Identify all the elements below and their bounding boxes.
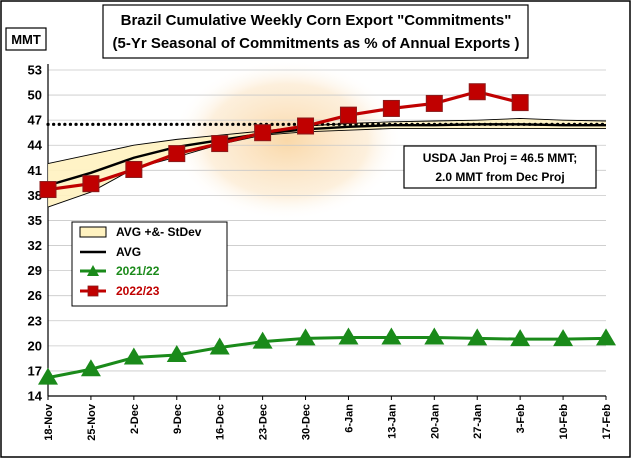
point-2223-8 bbox=[382, 99, 400, 117]
annotation-box bbox=[403, 145, 597, 189]
point-2122-12 bbox=[553, 329, 574, 347]
y-tick-label-3: 23 bbox=[28, 313, 42, 328]
chart-title: Brazil Cumulative Weekly Corn Export "Co… bbox=[121, 12, 512, 29]
chart-subtitle: (5-Yr Seasonal of Commitments as % of An… bbox=[112, 35, 519, 52]
y-tick-label-2: 20 bbox=[28, 338, 42, 353]
legend-label-avg: AVG bbox=[116, 245, 141, 259]
x-tick-label-10: 27-Jan bbox=[472, 404, 484, 439]
point-2223-6 bbox=[297, 117, 315, 135]
point-2122-6 bbox=[295, 328, 316, 346]
y-tick-label-10: 44 bbox=[28, 138, 43, 153]
ylabel-box bbox=[5, 27, 47, 51]
y-tick-label-5: 29 bbox=[28, 263, 42, 278]
point-2122-5 bbox=[252, 331, 273, 349]
x-tick-label-0: 18-Nov bbox=[43, 403, 55, 441]
point-2223-2 bbox=[125, 160, 143, 178]
point-2122-2 bbox=[123, 347, 144, 365]
legend-label-band: AVG +&- StDev bbox=[116, 225, 202, 239]
x-tick-label-7: 6-Jan bbox=[343, 404, 355, 433]
point-2122-9 bbox=[424, 327, 445, 345]
point-2122-0 bbox=[38, 367, 58, 385]
point-2122-11 bbox=[510, 329, 531, 347]
series-2122-line bbox=[47, 335, 607, 380]
y-tick-label-8: 38 bbox=[28, 188, 42, 203]
point-2122-8 bbox=[381, 327, 402, 345]
legend-label-2223: 2022/23 bbox=[116, 284, 160, 298]
band-area bbox=[48, 118, 606, 208]
x-tick-label-4: 16-Dec bbox=[215, 404, 227, 440]
legend-swatch-2223-marker bbox=[87, 285, 99, 297]
legend-swatch-band bbox=[79, 226, 107, 238]
point-2122-3 bbox=[166, 345, 187, 363]
x-tick-label-8: 13-Jan bbox=[386, 404, 398, 439]
x-tick-label-5: 23-Dec bbox=[258, 404, 270, 440]
point-2223-4 bbox=[211, 135, 229, 153]
legend-swatch-2122-marker bbox=[87, 265, 99, 276]
point-2122-4 bbox=[209, 337, 230, 355]
point-2223-5 bbox=[254, 124, 272, 142]
y-tick-label-13: 53 bbox=[28, 63, 42, 78]
y-tick-label-11: 47 bbox=[28, 113, 42, 128]
series-avg-line bbox=[47, 123, 606, 187]
y-tick-label-0: 14 bbox=[28, 389, 43, 404]
y-tick-label-6: 32 bbox=[28, 238, 42, 253]
x-tick-label-1: 25-Nov bbox=[86, 403, 98, 441]
y-axis-label: MMT bbox=[11, 32, 41, 47]
x-tick-label-9: 20-Jan bbox=[429, 404, 441, 439]
annotation-line-2: 2.0 MMT from Dec Proj bbox=[435, 170, 564, 184]
point-2122-13 bbox=[596, 328, 616, 346]
x-tick-label-12: 10-Feb bbox=[558, 404, 570, 440]
annotation: USDA Jan Proj = 46.5 MMT; 2.0 MMT from D… bbox=[403, 145, 597, 189]
point-2223-3 bbox=[168, 145, 186, 163]
point-2223-10 bbox=[468, 83, 486, 101]
y-tick-label-9: 41 bbox=[28, 163, 42, 178]
y-tick-label-12: 50 bbox=[28, 88, 42, 103]
x-tick-label-13: 17-Feb bbox=[601, 404, 613, 440]
y-tick-label-7: 35 bbox=[28, 213, 42, 228]
point-2223-9 bbox=[425, 94, 443, 112]
x-tick-label-3: 9-Dec bbox=[172, 404, 184, 434]
annotation-line-1: USDA Jan Proj = 46.5 MMT; bbox=[423, 151, 578, 165]
title-box bbox=[102, 4, 529, 59]
point-2223-11 bbox=[511, 94, 529, 112]
point-2122-7 bbox=[338, 327, 359, 345]
point-2122-1 bbox=[80, 359, 101, 377]
plot-layer: 14 17 20 23 26 29 32 35 38 41 44 47 50 53 18-Nov 25-Nov… bbox=[28, 60, 616, 441]
background-glow bbox=[172, 60, 402, 220]
legend-label-2122: 2021/22 bbox=[116, 264, 160, 278]
y-tick-label-4: 26 bbox=[28, 288, 42, 303]
x-tick-label-6: 30-Dec bbox=[301, 404, 313, 440]
point-2122-10 bbox=[467, 328, 488, 346]
x-tick-label-11: 3-Feb bbox=[515, 404, 527, 434]
x-tick-label-2: 2-Dec bbox=[129, 404, 141, 434]
point-2223-1 bbox=[82, 175, 100, 193]
legend: AVG +&- StDev AVG 2021/22 2022/23 bbox=[71, 221, 228, 307]
point-2223-7 bbox=[339, 106, 357, 124]
point-2223-0 bbox=[39, 181, 57, 199]
y-tick-label-1: 17 bbox=[28, 363, 42, 378]
